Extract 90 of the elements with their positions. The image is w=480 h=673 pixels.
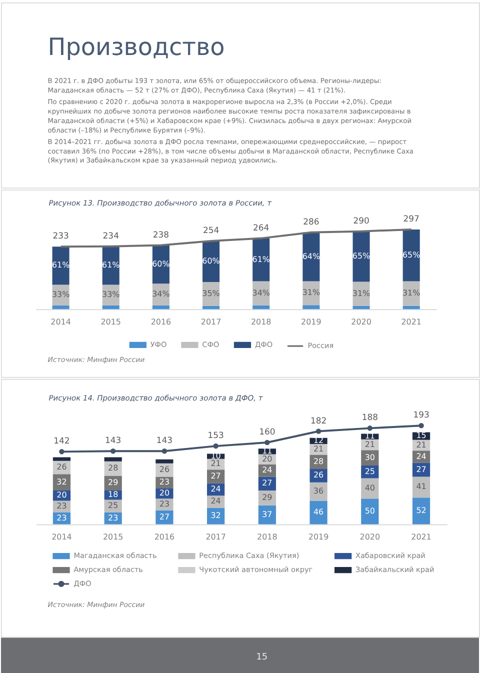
x-tick-label: 2014: [52, 532, 72, 542]
annotation: 33%: [52, 290, 70, 300]
data-label: 27: [159, 512, 170, 522]
data-label: 188: [362, 412, 378, 422]
x-tick-label: 2018: [257, 532, 278, 542]
data-label: 27: [210, 471, 221, 480]
data-label: 36: [313, 486, 324, 496]
data-label: 20: [262, 454, 272, 464]
x-tick-label: 2015: [102, 532, 124, 542]
data-label: 23: [56, 513, 67, 522]
annotation: 65%: [352, 252, 371, 261]
data-label: 18: [108, 490, 118, 500]
annotation: 61%: [102, 260, 120, 270]
data-label: 50: [364, 506, 375, 516]
x-tick-label: 2017: [200, 318, 222, 327]
data-label: 30: [364, 452, 375, 462]
data-label: 26: [313, 470, 324, 480]
data-label: 27: [416, 464, 426, 474]
data-label: 143: [105, 435, 122, 446]
data-label: 52: [416, 506, 426, 515]
annotation: 33%: [102, 290, 120, 300]
data-label: 290: [353, 215, 370, 226]
data-label: 23: [108, 513, 118, 522]
annotation: 60%: [202, 256, 220, 266]
data-label: 25: [364, 466, 375, 476]
annotation: 34%: [152, 289, 170, 298]
data-label: 254: [202, 225, 220, 236]
data-label: 238: [152, 229, 170, 240]
data-label: 160: [259, 426, 276, 437]
data-label: 20: [159, 488, 170, 498]
data-label: 15: [416, 431, 426, 440]
x-tick-label: 2017: [206, 532, 226, 542]
x-tick-label: 2020: [360, 532, 380, 542]
data-label: 182: [310, 415, 327, 426]
data-label: 28: [108, 464, 118, 473]
data-label: 24: [210, 484, 221, 494]
x-tick-label: 2019: [301, 318, 322, 327]
data-label: 24: [262, 466, 272, 475]
data-label: 27: [262, 478, 272, 488]
data-label: 32: [56, 477, 67, 486]
data-label: 37: [262, 510, 272, 519]
annotation: 31%: [352, 288, 371, 298]
data-label: 21: [210, 459, 221, 468]
data-label: 29: [108, 478, 118, 488]
data-label: 153: [208, 430, 224, 440]
data-label: 143: [156, 435, 173, 446]
data-label: 40: [364, 483, 375, 492]
data-label: 29: [262, 492, 272, 502]
data-label: 26: [56, 462, 67, 472]
data-label: 23: [56, 502, 67, 511]
data-label: 264: [253, 222, 270, 232]
x-tick-label: 2020: [351, 318, 372, 327]
text: 15: [256, 652, 268, 663]
x-tick-label: 2018: [250, 318, 272, 327]
data-label: 142: [54, 436, 70, 446]
x-tick-label: 2016: [154, 532, 175, 542]
annotation: 61%: [52, 260, 70, 270]
data-label: 21: [364, 440, 375, 449]
data-label: 28: [313, 456, 324, 466]
data-label: 286: [303, 216, 320, 226]
annotation: 31%: [402, 288, 421, 298]
annotation: 60%: [152, 259, 170, 268]
data-label: 23: [159, 478, 170, 487]
x-tick-label: 2021: [401, 318, 422, 327]
x-tick-label: 2014: [50, 318, 71, 327]
data-label: 23: [159, 500, 170, 509]
annotation: 65%: [402, 250, 421, 260]
data-label: 46: [313, 507, 324, 516]
data-label: 193: [413, 410, 430, 420]
data-label: 24: [416, 452, 426, 461]
data-label: 234: [102, 230, 119, 240]
data-label: 25: [108, 501, 118, 510]
x-tick-label: 2015: [100, 318, 121, 327]
data-label: 20: [56, 490, 67, 500]
x-tick-label: 2021: [411, 532, 432, 542]
data-label: 41: [416, 482, 426, 492]
data-label: 24: [210, 496, 221, 506]
annotation: 34%: [252, 288, 270, 298]
x-tick-label: 2019: [308, 532, 329, 542]
x-tick-label: 2016: [150, 318, 172, 327]
annotation: 35%: [202, 288, 220, 298]
data-label: 21: [416, 440, 426, 450]
data-label: 297: [403, 213, 420, 224]
annotation: 61%: [252, 254, 270, 264]
data-label: 21: [313, 444, 324, 454]
text: Производство: [48, 33, 225, 62]
data-label: 26: [159, 465, 170, 474]
annotation: 31%: [302, 288, 320, 298]
data-label: 233: [52, 230, 69, 241]
data-label: 32: [210, 511, 221, 520]
